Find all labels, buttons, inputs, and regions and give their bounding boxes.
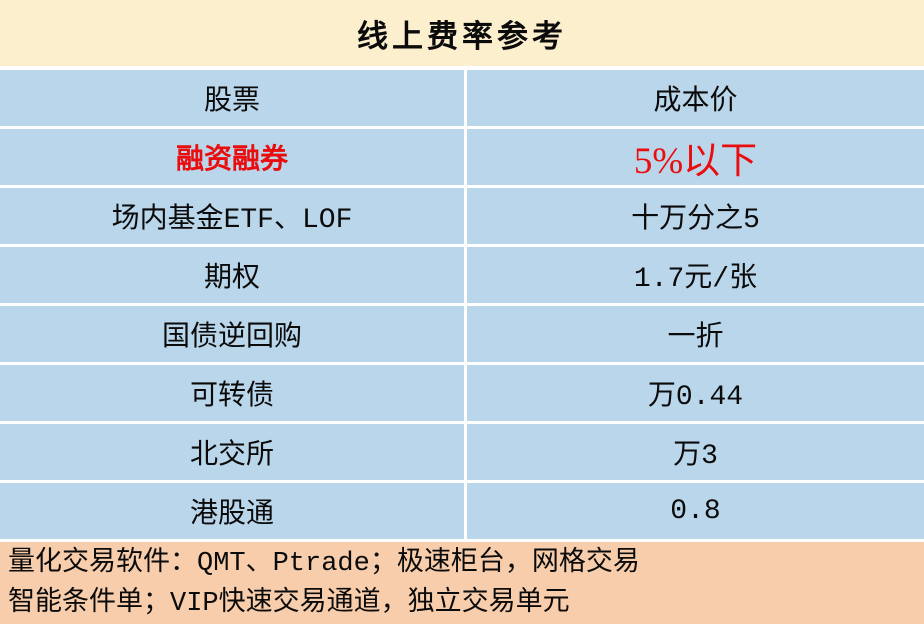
- table-row: 港股通 0.8: [0, 483, 924, 539]
- table-row: 场内基金ETF、LOF 十万分之5: [0, 188, 924, 244]
- table-row: 融资融券 5%以下: [0, 129, 924, 185]
- page-title: 线上费率参考: [0, 0, 924, 66]
- row-value-cell: 5%以下: [467, 129, 924, 185]
- fee-table: 股票 成本价 融资融券 5%以下 场内基金ETF、LOF 十万分之5 期权 1.7元/张国…: [0, 70, 924, 539]
- footer-line-2: 智能条件单；VIP快速交易通道，独立交易单元: [8, 589, 570, 619]
- row-label-cell: 可转债: [0, 365, 464, 421]
- row-label-cell: 融资融券: [0, 129, 464, 185]
- row-label-cell: 期权: [0, 247, 464, 303]
- footer-line-1: 量化交易软件：QMT、Ptrade；极速柜台，网格交易: [8, 549, 640, 579]
- row-label-cell: 港股通: [0, 483, 464, 539]
- row-value-cell: 万0.44: [467, 365, 924, 421]
- table-body: 融资融券 5%以下 场内基金ETF、LOF 十万分之5 期权 1.7元/张 国债逆回购 一折可…: [0, 129, 924, 539]
- column-header-cost-price: 成本价: [467, 70, 924, 126]
- table-row: 可转债 万0.44: [0, 365, 924, 421]
- row-value-cell: 一折: [467, 306, 924, 362]
- footer-note: 量化交易软件：QMT、Ptrade；极速柜台，网格交易 智能条件单；VIP快速交…: [0, 542, 924, 624]
- row-label-cell: 北交所: [0, 424, 464, 480]
- row-value-cell: 0.8: [467, 483, 924, 539]
- row-value-cell: 万3: [467, 424, 924, 480]
- row-label-cell: 国债逆回购: [0, 306, 464, 362]
- table-row: 国债逆回购 一折: [0, 306, 924, 362]
- row-value-cell: 1.7元/张: [467, 247, 924, 303]
- table-row: 北交所 万3: [0, 424, 924, 480]
- table-header-row: 股票 成本价: [0, 70, 924, 126]
- row-label-cell: 场内基金ETF、LOF: [0, 188, 464, 244]
- column-header-stock: 股票: [0, 70, 464, 126]
- row-value-cell: 十万分之5: [467, 188, 924, 244]
- table-row: 期权 1.7元/张: [0, 247, 924, 303]
